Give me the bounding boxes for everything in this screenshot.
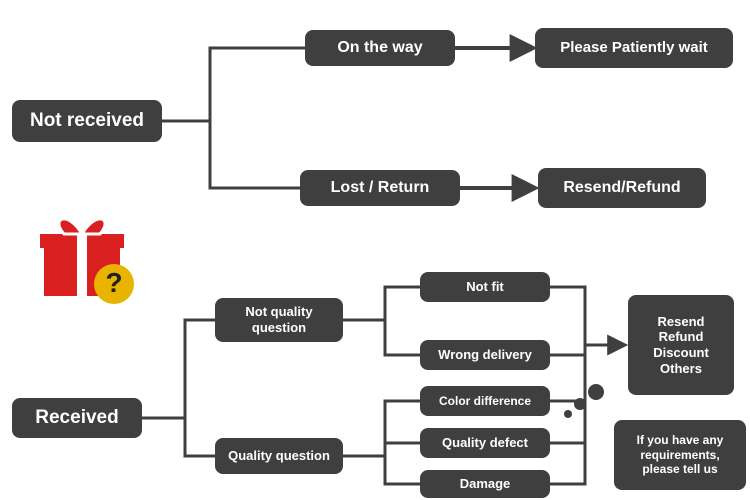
node-not-quality: Not quality question (215, 298, 343, 342)
node-quality-question: Quality question (215, 438, 343, 474)
thought-dot (588, 384, 604, 400)
node-on-the-way: On the way (305, 30, 455, 66)
thought-dot (564, 410, 572, 418)
node-wrong-delivery: Wrong delivery (420, 340, 550, 370)
svg-text:?: ? (105, 267, 122, 298)
node-color-difference: Color difference (420, 386, 550, 416)
node-lost-return: Lost / Return (300, 170, 460, 206)
thought-dot (574, 398, 586, 410)
node-please-wait: Please Patiently wait (535, 28, 733, 68)
node-outcomes: Resend Refund Discount Others (628, 295, 734, 395)
node-not-fit: Not fit (420, 272, 550, 302)
gift-icon: ? (30, 200, 140, 310)
node-not-received: Not received (12, 100, 162, 142)
node-damage: Damage (420, 470, 550, 498)
node-tell-us: If you have any requirements, please tel… (614, 420, 746, 490)
node-resend-refund: Resend/Refund (538, 168, 706, 208)
node-received: Received (12, 398, 142, 438)
node-quality-defect: Quality defect (420, 428, 550, 458)
